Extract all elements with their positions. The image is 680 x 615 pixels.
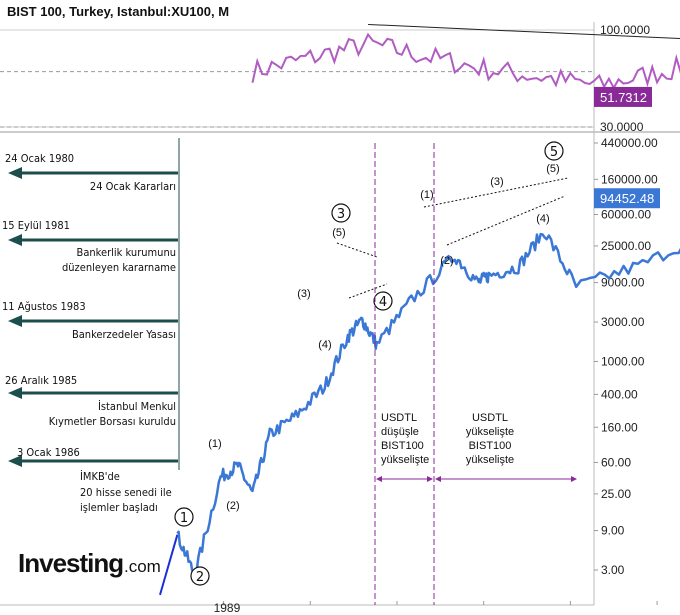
rsi-last-value-badge — [594, 86, 652, 107]
event-description: 20 hisse senedi ile — [80, 486, 172, 499]
wave-channel-line — [336, 242, 378, 258]
price-last-value-label: 94452.48 — [600, 191, 654, 206]
wave-circle-label: 1 — [180, 511, 188, 526]
event-arrow-head — [8, 387, 22, 399]
event-arrow-head — [8, 234, 22, 246]
wave-circle — [544, 141, 564, 161]
logo-suffix: .com — [124, 557, 161, 576]
price-tick-label: 60000.00 — [601, 208, 651, 222]
wave-sub-label: (5) — [546, 163, 559, 175]
region-arrow-head — [427, 476, 433, 482]
price-tick-label: 9000.00 — [601, 276, 645, 290]
wave-sub-label: (2) — [440, 255, 453, 267]
investing-logo: Investing .com — [18, 548, 161, 578]
wave-circle-label: 4 — [379, 295, 387, 310]
rsi-tick-label: 100.0000 — [600, 23, 650, 37]
region-label: USDTL — [472, 412, 508, 424]
event-date: 3 Ocak 1986 — [17, 446, 80, 459]
wave-sub-label: (2) — [226, 500, 239, 512]
price-tick-label: 3.00 — [601, 563, 625, 577]
region-label: BIST100 — [381, 440, 424, 452]
event-description: İMKB'de — [80, 470, 120, 483]
event-arrow-head — [8, 455, 22, 467]
time-tick-label: 1989 — [214, 601, 241, 615]
wave-channel-line — [446, 195, 566, 246]
event-arrow-head — [8, 167, 22, 179]
wave-channel-line — [423, 177, 569, 208]
price-tick-label: 160.00 — [601, 420, 638, 434]
price-tick-label: 160000.00 — [601, 172, 658, 186]
price-tick-label: 9.00 — [601, 524, 625, 538]
region-label: yükselişte — [381, 454, 429, 466]
price-tick-label: 440000.00 — [601, 136, 658, 150]
region-arrow-head — [376, 476, 382, 482]
rsi-series-line — [251, 32, 680, 90]
rsi-last-value-label: 51.7312 — [600, 90, 647, 105]
price-series-line — [176, 232, 680, 583]
price-pane: 440000.00 160000.00 60000.00 25000.00 9000.0… — [0, 132, 680, 615]
event-description: 24 Ocak Kararları — [90, 180, 176, 193]
wave-sub-label: (1) — [208, 438, 221, 450]
wave-circle — [331, 203, 351, 223]
wave-sub-label: (5) — [332, 227, 345, 239]
regions: USDTL düşüşle BIST100 yükselişte USDTL yüksel… — [374, 143, 577, 605]
wave-circle-label: 5 — [550, 145, 558, 160]
wave-circle — [190, 566, 210, 586]
event-description: Kıymetler Borsası kuruldu — [49, 415, 176, 428]
event-description: Bankerlik kurumunu — [77, 246, 176, 259]
region-label: yükselişte — [466, 454, 514, 466]
wave-labels: 1 2 3 4 5 (1) (2) (3) (4) (5) (1) (2) (3) (4) (5) — [174, 141, 569, 586]
wave-circle — [174, 507, 194, 527]
region-arrow-head — [571, 476, 577, 482]
wave-circle-label: 2 — [196, 570, 204, 585]
event-description: Bankerzedeler Yasası — [72, 328, 176, 341]
rsi-pane: 100.0000 30.0000 51.7312 — [0, 22, 680, 134]
region-label: yükselişte — [466, 426, 514, 438]
price-tick-label: 400.00 — [601, 387, 638, 401]
wave-circle — [373, 291, 393, 311]
rsi-tick-label: 30.0000 — [600, 120, 644, 134]
price-tick-label: 3000.00 — [601, 315, 645, 329]
event-description: işlemler başladı — [80, 501, 158, 514]
wave-sub-label: (1) — [420, 189, 433, 201]
region-label: BIST100 — [469, 440, 512, 452]
wave-channel-line — [348, 283, 388, 299]
wave-sub-label: (4) — [318, 339, 331, 351]
wave-1-impulse-line — [159, 534, 179, 596]
region-label: USDTL — [381, 412, 417, 424]
region-label: düşüşle — [381, 426, 419, 438]
event-date: 24 Ocak 1980 — [5, 152, 74, 165]
event-annotations: 24 Ocak 1980 24 Ocak Kararları 15 Eylül 19… — [2, 138, 180, 514]
region-arrow-head — [435, 476, 441, 482]
event-arrow-head — [8, 315, 22, 327]
price-tick-label: 25000.00 — [601, 239, 651, 253]
wave-sub-label: (4) — [536, 213, 549, 225]
wave-sub-label: (3) — [297, 288, 310, 300]
price-last-value-badge — [594, 188, 660, 209]
rsi-trendline — [368, 23, 680, 40]
event-description: düzenleyen kararname — [62, 261, 176, 274]
wave-sub-label: (3) — [490, 176, 503, 188]
event-date: 11 Ağustos 1983 — [2, 300, 86, 313]
event-date: 26 Aralık 1985 — [5, 374, 77, 387]
price-tick-label: 25.00 — [601, 487, 631, 501]
event-description: İstanbul Menkul — [98, 400, 176, 413]
price-tick-label: 60.00 — [601, 455, 631, 469]
event-date: 15 Eylül 1981 — [2, 219, 70, 232]
wave-circle-label: 3 — [337, 207, 345, 222]
logo-main: Investing — [18, 548, 123, 578]
price-tick-label: 1000.00 — [601, 354, 645, 368]
chart-title: BIST 100, Turkey, Istanbul:XU100, M — [7, 4, 229, 19]
